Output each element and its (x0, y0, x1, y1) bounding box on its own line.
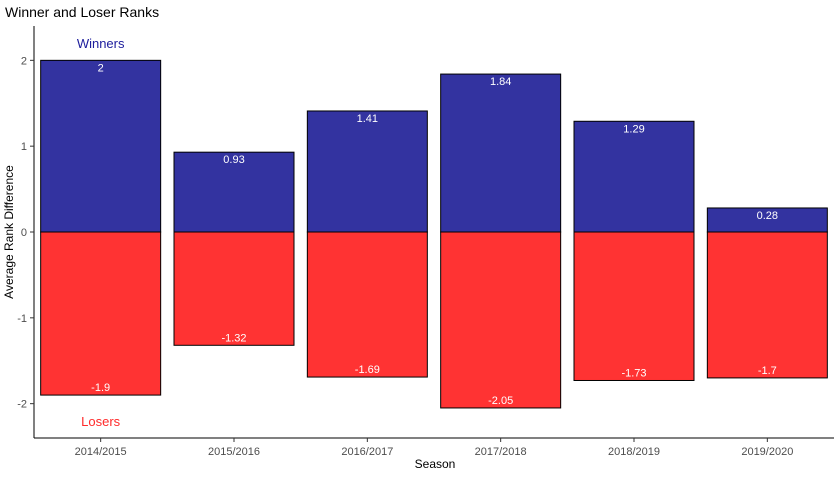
loser-bar-2 (306, 231, 428, 378)
x-tick-label-0: 2014/2015 (75, 446, 127, 458)
x-axis-label: Season (415, 457, 456, 471)
winner-data-label-2: 1.41 (357, 113, 378, 125)
plot-area: 2 0.93 1.41 1.84 1.29 0.28 -1.9 -1.32 -1.69 -2.05… (17, 26, 834, 458)
winner-bar-0 (40, 59, 162, 233)
annotation-losers: Losers (81, 414, 121, 429)
loser-bar-4 (573, 231, 695, 381)
x-tick-label-3: 2017/2018 (475, 446, 527, 458)
chart-title: Winner and Loser Ranks (5, 4, 159, 20)
loser-data-label-2: -1.69 (355, 364, 380, 376)
loser-data-label-4: -1.73 (621, 367, 646, 379)
loser-bar-5 (706, 231, 828, 379)
annotation-winners: Winners (77, 36, 125, 51)
y-axis-label: Average Rank Difference (2, 165, 16, 299)
x-tick-label-2: 2016/2017 (341, 446, 393, 458)
loser-data-label-3: -2.05 (488, 395, 513, 407)
winner-bar-1 (173, 151, 295, 233)
winner-bar-4 (573, 120, 695, 233)
loser-bar-1 (173, 231, 295, 346)
winner-bar-5 (706, 207, 828, 233)
loser-data-label-5: -1.7 (758, 365, 777, 377)
winner-bar-2 (306, 110, 428, 233)
winner-data-label-4: 1.29 (623, 123, 644, 135)
winner-data-label-5: 0.28 (757, 210, 778, 222)
winner-data-label-1: 0.93 (223, 154, 244, 166)
y-tick-label-2: 0 (21, 227, 27, 239)
winner-data-label-0: 2 (98, 62, 104, 74)
y-tick-label-3: 1 (21, 141, 27, 153)
loser-bar-0 (40, 231, 162, 396)
y-tick-label-4: 2 (21, 55, 27, 67)
loser-bar-3 (440, 231, 562, 409)
winner-data-label-3: 1.84 (490, 76, 511, 88)
loser-data-label-0: -1.9 (91, 382, 110, 394)
x-tick-label-4: 2018/2019 (608, 446, 660, 458)
x-tick-label-1: 2015/2016 (208, 446, 260, 458)
y-tick-label-1: -1 (17, 313, 27, 325)
x-tick-label-5: 2019/2020 (741, 446, 793, 458)
winner-bar-3 (440, 73, 562, 233)
y-tick-label-0: -2 (17, 399, 27, 411)
loser-data-label-1: -1.32 (221, 332, 246, 344)
